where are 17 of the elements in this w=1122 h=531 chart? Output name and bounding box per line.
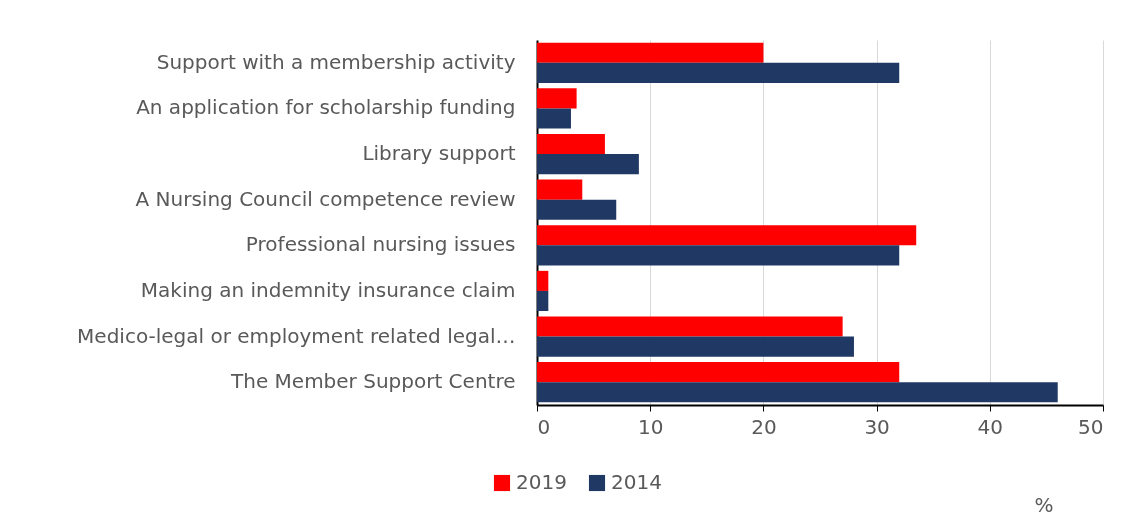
x-tick-label: 50 (1078, 414, 1104, 439)
y-tick-label: Support with a membership activity (156, 49, 516, 74)
x-tick-label: 0 (537, 414, 551, 439)
x-tick-label: 20 (751, 414, 777, 439)
x-axis-title: % (1034, 492, 1054, 517)
x-tick-label: 10 (637, 414, 664, 439)
y-tick-label: A Nursing Council competence review (135, 186, 516, 211)
y-tick-label: Medico-legal or employment related legal… (77, 323, 516, 348)
x-tick-label: 40 (977, 414, 1004, 439)
y-tick-label: Professional nursing issues (245, 232, 516, 257)
y-tick-label: Library support (362, 141, 516, 166)
x-tick-label: 30 (864, 414, 890, 439)
legend-label: 2014 (611, 470, 662, 494)
y-tick-label: The Member Support Centre (230, 369, 516, 394)
y-tick-label: Making an indemnity insurance claim (140, 277, 516, 302)
legend-label: 2019 (516, 470, 567, 494)
y-tick-label: An application for scholarship funding (136, 95, 516, 120)
